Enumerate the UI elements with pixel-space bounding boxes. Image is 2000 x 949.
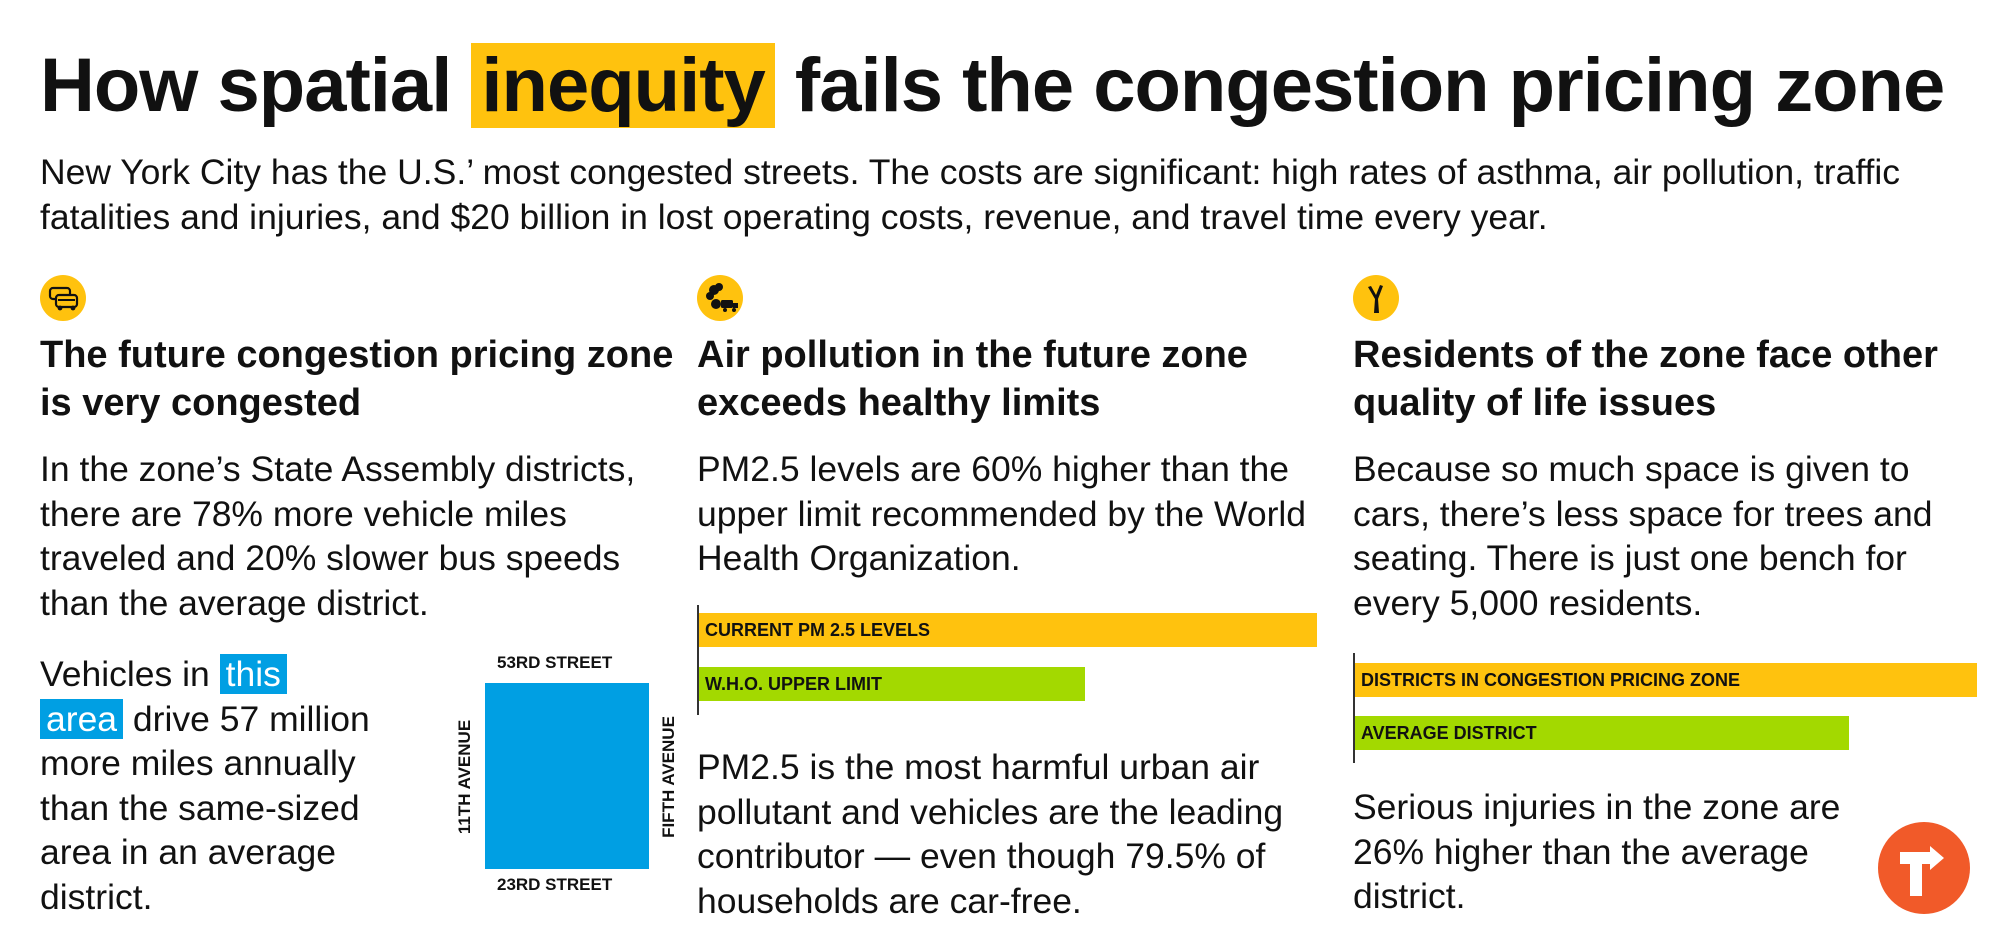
column-paragraph-2: Serious injuries in the zone are 26% hig…: [1353, 787, 1841, 916]
transportation-alternatives-logo: [1878, 822, 1970, 914]
column-quality-of-life: Residents of the zone face other quality…: [1353, 275, 1983, 916]
pollution-truck-icon: [697, 275, 743, 321]
bar-average-district: AVERAGE DISTRICT: [1355, 716, 1849, 750]
bar-axis: [697, 605, 699, 715]
vehicles-after: drive 57 million more miles annually tha…: [40, 698, 370, 917]
bar-label: CURRENT PM 2.5 LEVELS: [705, 619, 931, 640]
tree-icon: [1353, 275, 1399, 321]
logo-mark-icon: [1900, 846, 1944, 896]
zone-area: [485, 683, 649, 869]
column-paragraph: Because so much space is given to cars, …: [1353, 449, 1933, 623]
street-top: 53RD STREET: [497, 653, 613, 672]
title-before: How spatial: [40, 43, 472, 128]
title-highlight: inequity: [471, 43, 775, 128]
bar-who-limit: W.H.O. UPPER LIMIT: [699, 667, 1085, 701]
bar-axis: [1353, 653, 1355, 763]
pm25-bar-chart: CURRENT PM 2.5 LEVELS W.H.O. UPPER LIMIT: [697, 605, 1337, 715]
column-congestion: The future congestion pricing zone is ve…: [40, 275, 678, 917]
vehicles-paragraph: Vehicles in this area drive 57 million mo…: [40, 652, 390, 919]
bar-label: W.H.O. UPPER LIMIT: [705, 673, 883, 694]
column-heading: The future congestion pricing zone is ve…: [40, 334, 674, 424]
area-highlight: area: [40, 698, 124, 739]
zone-map: 53RD STREET 23RD STREET 11TH AVENUE FIFT…: [435, 653, 695, 913]
traffic-cars-icon: [40, 275, 86, 321]
intro-text: New York City has the U.S.’ most congest…: [40, 152, 1901, 237]
column-paragraph-2: PM2.5 is the most harmful urban air poll…: [697, 747, 1284, 921]
street-right: FIFTH AVENUE: [659, 716, 678, 838]
bar-zone-districts: DISTRICTS IN CONGESTION PRICING ZONE: [1355, 663, 1977, 697]
title-after: fails the congestion pricing zone: [774, 43, 1945, 128]
vehicles-before: Vehicles in: [40, 654, 220, 694]
injuries-bar-chart: DISTRICTS IN CONGESTION PRICING ZONE AVE…: [1353, 653, 1993, 763]
bar-current-pm25: CURRENT PM 2.5 LEVELS: [699, 613, 1317, 647]
bar-label: DISTRICTS IN CONGESTION PRICING ZONE: [1361, 669, 1741, 690]
column-heading: Air pollution in the future zone exceeds…: [697, 334, 1248, 424]
this-highlight: this: [219, 654, 287, 694]
page-title: How spatial inequity fails the congestio…: [40, 36, 1945, 136]
column-paragraph: In the zone’s State Assembly districts, …: [40, 449, 636, 623]
column-paragraph: PM2.5 levels are 60% higher than the upp…: [697, 449, 1307, 578]
column-heading: Residents of the zone face other quality…: [1353, 334, 1938, 424]
street-left: 11TH AVENUE: [455, 719, 474, 835]
street-bottom: 23RD STREET: [497, 875, 613, 894]
column-air-pollution: Air pollution in the future zone exceeds…: [697, 275, 1327, 921]
bar-label: AVERAGE DISTRICT: [1361, 722, 1537, 743]
